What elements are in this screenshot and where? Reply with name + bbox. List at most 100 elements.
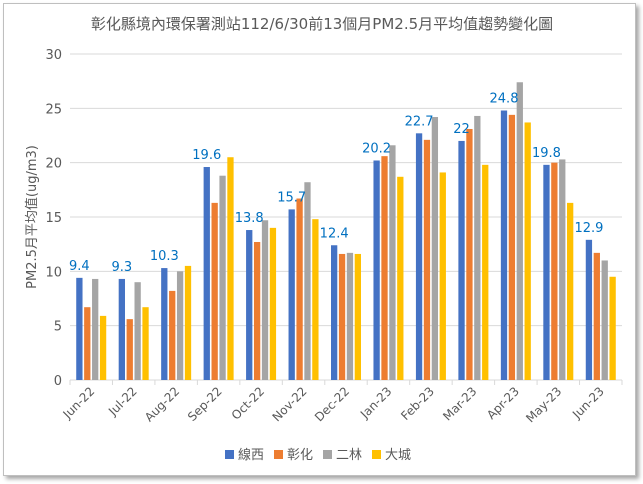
legend-swatch-2 [323,450,332,459]
data-label: 20.2 [362,141,391,156]
x-tick-label: Oct-22 [229,384,267,422]
bar-2-Dec-22 [346,252,354,380]
x-tick-label: Feb-23 [398,384,437,423]
x-tick-label: Nov-22 [270,384,310,424]
data-labels: 9.4 9.3 10.3 19.6 13.8 15.7 12.4 20.2 22.7 22 24.8… [69,92,603,275]
bar-1-Apr-23 [508,114,516,380]
gridlines [69,53,623,385]
bar-1-Mar-23 [466,128,473,380]
bar-2-Apr-23 [516,82,523,381]
bar-0-Feb-23 [415,133,423,380]
y-axis-label: PM2.5月平均值(ug/m3) [24,145,40,289]
data-label: 9.4 [69,259,90,274]
bar-3-Jun-22 [99,315,107,380]
bar-2-Mar-23 [474,115,481,380]
bar-1-Jun-22 [84,307,91,380]
bar-2-Jun-22 [92,278,99,380]
x-tick-label: Jul-22 [105,384,140,419]
bar-1-Oct-22 [253,241,261,380]
x-tick-label: Jun-23 [569,384,607,422]
bar-3-Mar-23 [482,164,489,380]
data-label: 24.8 [490,92,519,107]
legend-label: 二林 [336,448,362,463]
bar-0-Jan-23 [373,160,380,380]
bar-3-Dec-22 [354,253,361,380]
bar-3-Jul-22 [142,307,149,380]
y-tick-label: 30 [45,48,62,63]
bar-2-Nov-22 [304,182,311,380]
y-tick-label: 0 [54,374,62,389]
bar-3-Jan-23 [397,176,404,380]
bar-0-Jun-23 [585,239,593,380]
data-label: 12.4 [320,226,349,241]
bar-3-Jun-23 [609,276,616,380]
x-tick-label: Sep-22 [185,384,225,424]
legend: 線西 彰化 二林 大城 [225,447,411,463]
bar-0-Mar-23 [458,140,465,380]
bar-3-Apr-23 [524,122,531,381]
x-tick-label: Apr-23 [484,384,522,422]
bar-3-Oct-22 [269,227,277,380]
bar-0-Jun-22 [76,277,83,380]
bar-3-Sep-22 [227,157,234,380]
x-tick-label: Dec-22 [312,384,352,424]
y-tick-label: 5 [54,320,62,335]
y-tick-labels: 0 5 10 15 20 25 30 [45,48,62,389]
y-tick-label: 20 [45,157,62,172]
bar-1-May-23 [551,162,558,380]
bar-2-Jan-23 [389,145,396,380]
legend-swatch-0 [225,450,234,459]
legend-label: 彰化 [287,447,313,463]
chart-title: 彰化縣境內環保署測站112/6/30前13個月PM2.5月平均值趨勢變化圖 [91,15,553,33]
bar-1-Dec-22 [338,253,346,380]
data-label: 15.7 [277,190,306,205]
data-label: 10.3 [150,249,179,264]
bar-3-May-23 [567,202,574,380]
bar-0-May-23 [543,164,550,380]
bar-2-Aug-22 [176,271,184,380]
bar-1-Jul-22 [126,319,133,380]
bar-1-Feb-23 [423,139,431,380]
data-label: 19.8 [532,146,561,161]
bar-0-Apr-23 [500,110,508,381]
x-tick-label: Mar-23 [440,384,479,423]
legend-swatch-1 [274,450,283,459]
bar-3-Feb-23 [439,172,446,380]
bar-3-Aug-22 [184,265,192,380]
bar-2-Feb-23 [431,117,439,380]
x-tick-label: Jan-23 [357,384,395,422]
y-tick-label: 15 [45,211,62,226]
bar-1-Jan-23 [381,156,388,380]
bar-1-Aug-22 [169,290,176,380]
bar-2-Sep-22 [219,175,226,380]
legend-swatch-3 [372,450,381,459]
x-tick-label: Aug-22 [142,384,182,424]
bar-0-Oct-22 [246,230,253,380]
bar-0-Nov-22 [288,209,295,380]
bar-2-Jun-23 [601,260,608,380]
x-tick-label: May-23 [523,384,564,425]
legend-label: 大城 [385,448,411,463]
y-tick-label: 25 [45,102,62,117]
legend-label: 線西 [238,447,264,463]
bar-2-May-23 [559,159,566,380]
bar-1-Sep-22 [211,202,218,380]
bar-0-Sep-22 [203,167,210,380]
data-label: 13.8 [235,211,264,226]
data-label: 9.3 [111,260,132,275]
bar-0-Jul-22 [118,278,125,380]
bar-3-Nov-22 [312,219,319,380]
data-label: 12.9 [574,221,603,236]
x-tick-labels: Jun-22 Jul-22 Aug-22 Sep-22 Oct-22 Nov-22 Dec-… [60,384,607,425]
bar-2-Jul-22 [134,282,141,380]
data-label: 22.7 [405,114,434,129]
bar-1-Jun-23 [593,252,600,380]
bar-2-Oct-22 [261,220,269,380]
data-label: 22 [453,122,470,137]
data-label: 19.6 [192,148,221,163]
bar-0-Dec-22 [331,245,338,380]
x-tick-label: Jun-22 [60,384,98,422]
bar-0-Aug-22 [161,268,168,380]
bar-1-Nov-22 [296,198,303,380]
